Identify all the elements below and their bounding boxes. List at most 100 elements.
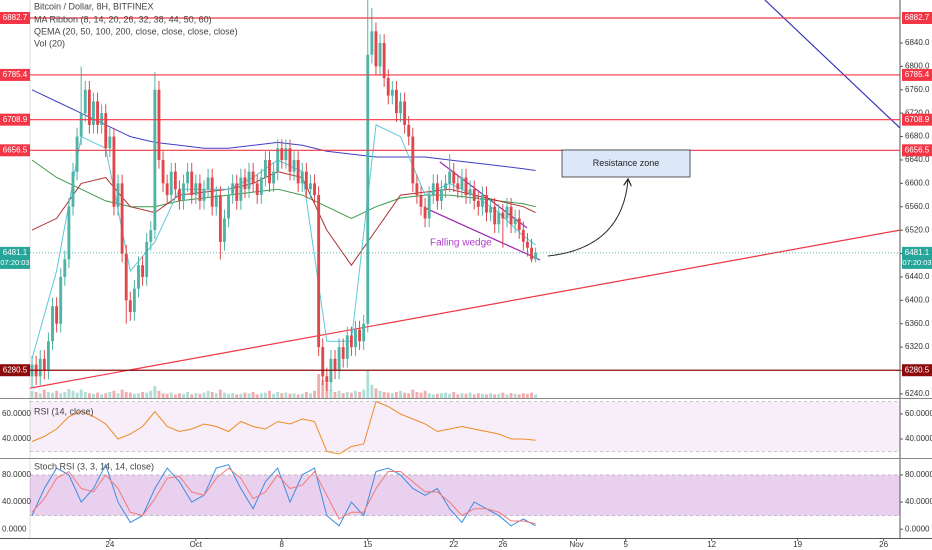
- volume-bar: [59, 393, 63, 398]
- volume-bar: [423, 390, 427, 398]
- volume-bar: [63, 392, 67, 398]
- chart-title: Bitcoin / Dollar, 8H, BITFINEX: [34, 1, 154, 11]
- candle-body: [517, 218, 521, 231]
- y-tick-label: 6440.0: [905, 272, 930, 281]
- volume-bar: [480, 393, 484, 398]
- level-tag: [0, 68, 30, 81]
- candle-body: [345, 335, 349, 359]
- indicator-label: QEMA (20, 50, 100, 200, close, close, cl…: [34, 26, 238, 36]
- level-label: 6882.7: [905, 13, 930, 22]
- rsi-line: [31, 400, 536, 455]
- candle-body: [38, 358, 42, 377]
- candle-body: [124, 253, 128, 301]
- y-tick-label: 6360.0: [905, 319, 930, 328]
- y-tick-label: 6400.0: [905, 295, 930, 304]
- candle-body: [411, 136, 415, 184]
- candle-body: [317, 195, 321, 348]
- y-tick-label: 6840.0: [905, 38, 930, 47]
- volume-bar: [83, 392, 87, 398]
- volume-bar: [223, 392, 226, 398]
- volume-bar: [444, 392, 447, 398]
- volume-bar: [476, 393, 480, 398]
- candle-body: [390, 89, 394, 96]
- candle-body: [431, 183, 435, 196]
- candle-body: [440, 189, 443, 201]
- y-tick-label: 6320.0: [905, 342, 930, 351]
- volume-bar: [403, 392, 407, 398]
- candle-body: [268, 159, 271, 184]
- volume-bar: [42, 389, 46, 398]
- candle-body: [354, 329, 357, 348]
- last-price-label: 6481.1: [3, 248, 28, 257]
- candle-body: [313, 183, 316, 196]
- candle-body: [534, 252, 538, 260]
- volume-bar: [505, 394, 509, 398]
- candle-body: [186, 171, 190, 184]
- candle-body: [55, 306, 59, 324]
- x-tick-label: Nov: [569, 540, 583, 549]
- volume-bar: [272, 393, 276, 398]
- x-tick-label: 26: [879, 540, 888, 549]
- candle-body: [71, 171, 75, 207]
- candle-body: [100, 113, 104, 125]
- x-tick-label: 19: [793, 540, 802, 549]
- candle-body: [239, 177, 243, 201]
- last-price-tag: [902, 246, 932, 269]
- volume-bar: [521, 393, 525, 398]
- candle-body: [530, 247, 533, 260]
- candle-body: [149, 230, 153, 242]
- volume-bar: [231, 393, 235, 398]
- candle-body: [280, 148, 284, 160]
- volume-bar: [202, 392, 206, 398]
- volume-bar: [329, 389, 333, 398]
- volume-bar: [435, 393, 439, 398]
- volume-bar: [354, 390, 357, 398]
- volume-bar: [489, 393, 493, 398]
- candle-body: [513, 218, 517, 225]
- indicator-label: MA Ribbon (8, 14, 20, 26, 32, 38, 44, 50…: [34, 14, 212, 24]
- volume-bar: [370, 384, 374, 398]
- candle-body: [157, 89, 161, 160]
- volume-bar: [440, 393, 443, 398]
- volume-bar: [390, 393, 394, 398]
- stoch-line: [31, 463, 536, 527]
- candle-body: [210, 177, 214, 207]
- rsi-label: RSI (14, close): [34, 406, 94, 416]
- candle-body: [427, 195, 431, 219]
- level-label: 6785.4: [3, 70, 28, 79]
- candle-body: [190, 171, 194, 196]
- volume-bar: [300, 393, 304, 398]
- volume-bar: [218, 389, 222, 398]
- volume-bar: [149, 390, 153, 398]
- candle-body: [403, 101, 407, 125]
- candle-body: [399, 101, 402, 114]
- volume-bar: [333, 392, 337, 398]
- stoch-line: [31, 467, 536, 525]
- candle-body: [128, 300, 132, 313]
- candle-body: [288, 148, 292, 172]
- y-tick-label: 6240.0: [905, 389, 930, 398]
- candle-body: [419, 195, 423, 207]
- volume-bar: [394, 392, 398, 398]
- candle-body: [153, 89, 157, 231]
- candle-body: [407, 124, 411, 137]
- volume-bar: [485, 394, 488, 398]
- y-tick-label: 6800.0: [905, 61, 930, 70]
- volume-bar: [366, 371, 370, 398]
- candle-body: [182, 183, 185, 201]
- candle-body: [112, 136, 116, 207]
- volume-bar: [243, 392, 247, 398]
- candle-body: [87, 89, 91, 125]
- candle-body: [464, 177, 468, 196]
- candle-body: [272, 171, 276, 184]
- candle-body: [333, 358, 337, 371]
- volume-bar: [382, 392, 386, 398]
- volume-bar: [464, 393, 468, 398]
- candle-body: [202, 189, 206, 201]
- trend-line: [30, 229, 900, 389]
- candle-body: [415, 183, 419, 196]
- candle-body: [456, 183, 460, 190]
- x-tick-label: Oct: [190, 540, 203, 549]
- candle-body: [173, 171, 177, 190]
- volume-bar: [96, 392, 99, 398]
